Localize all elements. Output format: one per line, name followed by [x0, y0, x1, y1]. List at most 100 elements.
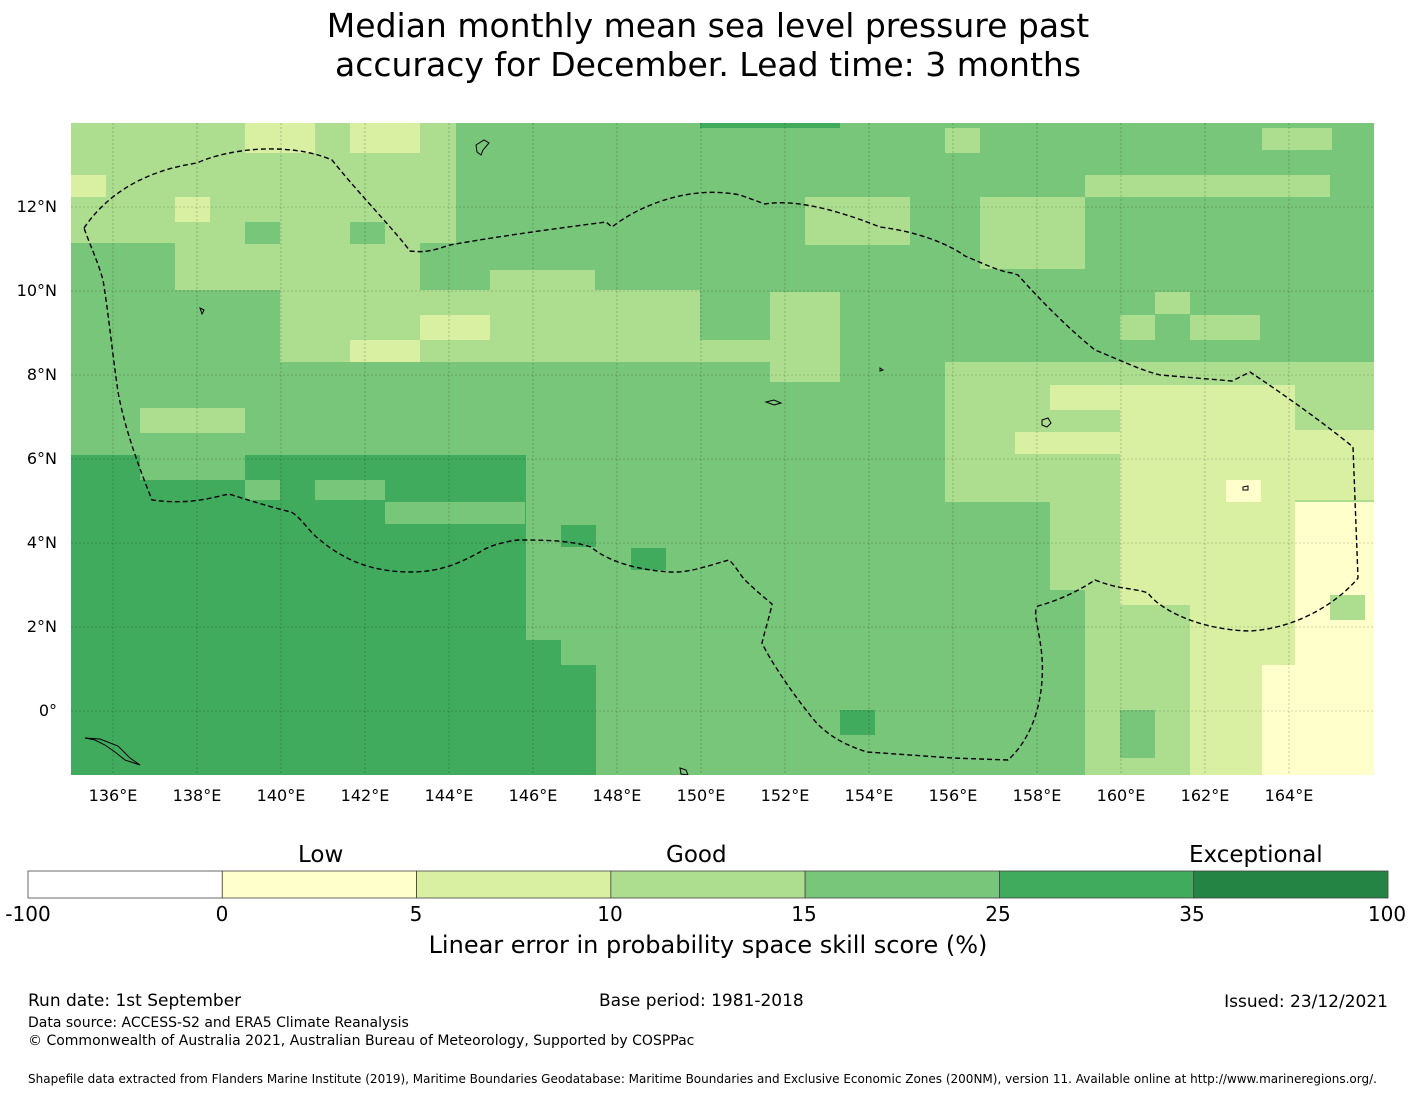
island-chuuk [764, 399, 783, 406]
category-good: Good [666, 842, 727, 868]
map-region-ne-7 [1190, 315, 1260, 340]
map-region-e-yellow [1120, 385, 1295, 605]
map-region-nw-light-2 [175, 240, 420, 290]
run-date: Run date: 1st September [28, 991, 242, 1011]
category-exceptional: Exceptional [1189, 842, 1323, 868]
map-region-nw-green-2 [350, 222, 385, 244]
cb-tick-4: 15 [791, 902, 817, 926]
island-manus [679, 767, 689, 775]
map-region-e-yellow-2 [1050, 385, 1120, 410]
title-line-2: accuracy for December. Lead time: 3 mont… [334, 45, 1082, 84]
eez-boundary [83, 148, 1359, 761]
lon-tick-13: 162°E [1181, 786, 1230, 805]
lon-tick-7: 150°E [677, 786, 726, 805]
lon-tick-11: 158°E [1013, 786, 1062, 805]
map-region-dark-patch-4 [700, 123, 840, 128]
lat-tick-5: 2°N [27, 617, 57, 636]
cb-tick-3: 10 [597, 902, 623, 926]
map-gridlines [71, 123, 1374, 775]
map-region-sw-mid-3 [385, 502, 525, 524]
lon-tick-3: 142°E [341, 786, 390, 805]
lat-tick-labels: 12°N 10°N 8°N 6°N 4°N 2°N 0° [17, 197, 57, 720]
map-region-center-yellow-1 [420, 315, 490, 340]
lon-tick-0: 136°E [89, 786, 138, 805]
map-region-sw-mid-2 [315, 480, 385, 500]
map-figure: 136°E 138°E 140°E 142°E 144°E 146°E 148°… [17, 123, 1374, 805]
map-region-ne-1 [805, 197, 910, 245]
cb-tick-7: 100 [1367, 902, 1407, 926]
colorbar-segment-5 [999, 870, 1195, 899]
cb-tick-0: -100 [5, 902, 51, 926]
colorbar-segment-2 [416, 870, 612, 899]
map-region-center-band-4 [770, 292, 840, 382]
map-region-e-yellow-3 [1015, 432, 1120, 454]
map-region-dark-patch-2 [631, 548, 666, 570]
map-region-ne-4 [1262, 128, 1332, 150]
map-region-sw-dark-2 [526, 640, 561, 775]
colorbar-segment-4 [804, 870, 1000, 899]
lon-tick-12: 160°E [1097, 786, 1146, 805]
lon-tick-14: 164°E [1265, 786, 1314, 805]
map-region-dark-patch-3 [840, 710, 875, 735]
map-region-dark-patch-1 [561, 525, 596, 547]
island-pohnpei [1041, 417, 1052, 428]
lon-tick-9: 154°E [845, 786, 894, 805]
copyright: © Commonwealth of Australia 2021, Austra… [28, 1033, 695, 1049]
shapefile-credit: Shapefile data extracted from Flanders M… [28, 1072, 1377, 1086]
island-png-north [84, 737, 141, 766]
lon-tick-6: 148°E [593, 786, 642, 805]
map-region-e-pale-1 [1295, 502, 1374, 775]
map-region-ne-3 [1085, 175, 1330, 197]
map-region-nw-yellow-2 [350, 123, 420, 153]
lon-tick-2: 140°E [257, 786, 306, 805]
map-region-e-yellow-5 [1295, 430, 1374, 500]
map-title: Median monthly mean sea level pressure p… [0, 6, 1416, 84]
map-region-sw-mid-1 [245, 480, 280, 500]
map-region-ne-8 [1120, 315, 1155, 340]
map-region-e-pale-3 [1226, 480, 1261, 502]
data-source: Data source: ACCESS-S2 and ERA5 Climate … [28, 1015, 409, 1031]
colorbar-segment-3 [610, 870, 806, 899]
title-line-1: Median monthly mean sea level pressure p… [326, 6, 1090, 45]
colorbar-segment-6 [1193, 870, 1389, 899]
map-region-ne-5 [945, 128, 980, 153]
lat-tick-3: 6°N [27, 449, 57, 468]
lat-tick-6: 0° [39, 701, 57, 720]
island-guam [475, 139, 490, 156]
island-yap [199, 307, 205, 316]
colorbar-segment-0 [27, 870, 223, 899]
colorbar-title: Linear error in probability space skill … [428, 931, 988, 959]
colorbar [27, 870, 1389, 899]
lon-tick-labels: 136°E 138°E 140°E 142°E 144°E 146°E 148°… [89, 786, 1314, 805]
map-region-nw-yellow-3 [71, 175, 106, 197]
base-period: Base period: 1981-2018 [599, 991, 804, 1011]
lon-tick-5: 146°E [509, 786, 558, 805]
map-region-nw-yellow-4 [175, 197, 210, 222]
map-region-center-band-2 [490, 270, 595, 295]
map-region-e-green [1120, 710, 1155, 758]
lon-tick-1: 138°E [173, 786, 222, 805]
lat-tick-0: 12°N [17, 197, 57, 216]
island-kwajalein [879, 367, 885, 372]
map-region-e-pale-2 [1262, 665, 1295, 775]
cb-tick-1: 0 [215, 902, 229, 926]
map-region-sw-mid-4 [140, 455, 245, 480]
cb-tick-2: 5 [409, 902, 423, 926]
lon-tick-10: 156°E [929, 786, 978, 805]
map-region-ne-2 [980, 197, 1085, 269]
map-region-w-band [140, 408, 245, 433]
map-region-ne-6 [1155, 292, 1190, 314]
colorbar-segment-1 [221, 870, 417, 899]
map-region-nw-yellow-1 [245, 123, 315, 153]
island-kosrae [1242, 485, 1249, 491]
map-region-sw-dark-3 [561, 665, 596, 775]
map-region-nw-green [245, 222, 280, 244]
map-region-center-yellow-2 [350, 340, 420, 362]
cb-tick-6: 35 [1179, 902, 1205, 926]
lat-tick-1: 10°N [17, 281, 57, 300]
island-outlines [84, 139, 1249, 775]
lon-tick-8: 152°E [761, 786, 810, 805]
issued-date: Issued: 23/12/2021 [1224, 992, 1388, 1012]
lat-tick-4: 4°N [27, 533, 57, 552]
lon-tick-4: 144°E [425, 786, 474, 805]
